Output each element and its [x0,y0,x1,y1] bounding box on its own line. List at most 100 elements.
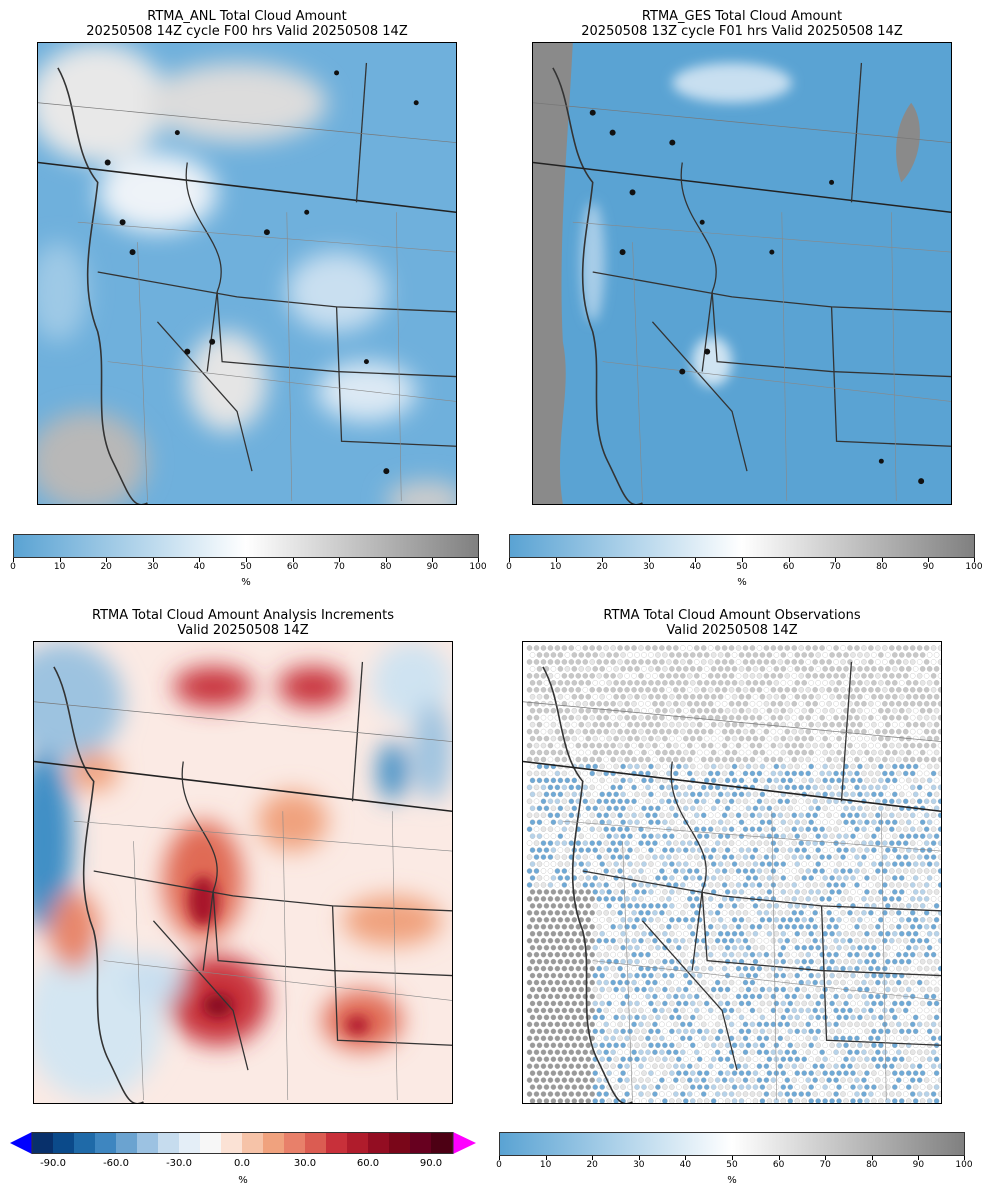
observation-dot [926,903,933,909]
observation-dot [752,986,759,993]
observation-dot [742,951,749,958]
observation-dot [798,1007,804,1014]
observation-dot [745,777,752,784]
observation-dot [606,833,612,839]
observation-dot [815,1098,821,1103]
observation-dot [735,798,742,805]
observation-dot [731,1098,738,1103]
observation-dot [728,826,735,832]
observation-dot [543,819,550,825]
observation-dot [868,1035,874,1042]
observation-dot [641,972,647,979]
observation-dot [812,798,818,805]
observation-dot [763,798,770,805]
observation-dot [822,735,828,742]
observation-dot [724,819,731,825]
observation-dot [899,986,905,993]
observation-dot [899,1056,905,1062]
observation-dot [822,777,828,784]
observation-dot [680,714,686,721]
observation-dot [652,728,658,735]
observation-dot [564,1098,571,1103]
observation-dot [627,652,633,658]
observation-dot [676,694,682,700]
observation-dot [585,1070,591,1076]
observation-dot [641,847,647,853]
observation-dot [610,728,616,735]
observation-dot [610,826,616,832]
observation-dot [794,1098,800,1103]
observation-dot [536,1098,543,1103]
observation-dot [780,1084,787,1090]
observation-dot [889,937,895,944]
observation-dot [905,819,912,825]
observation-dot [529,944,536,951]
panel2-title-line2: 20250508 13Z cycle F01 hrs Valid 2025050… [581,24,903,39]
observation-dot [557,847,564,853]
observation-dot [912,917,919,923]
observation-dot [766,1000,773,1007]
observation-dot [676,652,682,658]
observation-dot [582,756,589,763]
observation-dot [840,965,846,972]
tick-label: 0 [10,562,16,572]
observation-dot [694,798,700,805]
observation-dot [749,1035,756,1042]
observation-dot [815,763,821,770]
observation-dot [707,924,714,930]
observation-dot [652,910,658,916]
observation-dot [829,749,835,756]
observation-dot [599,986,605,993]
observation-dot [638,882,644,888]
observation-dot [937,993,941,1000]
observation-dot [850,958,856,965]
observation-dot [694,756,700,763]
observation-dot [847,896,853,902]
observation-dot [801,763,807,770]
observation-dot [868,645,874,651]
observation-dot [673,812,679,818]
observation-dot [812,910,818,916]
observation-dot [533,924,540,930]
observation-dot [854,1077,860,1083]
observation-dot [634,1070,640,1076]
observation-dot [669,1042,675,1048]
observation-dot [680,659,686,665]
observation-dot [850,819,856,825]
observation-dot [547,993,554,1000]
observation-dot [641,666,647,672]
observation-dot [735,993,742,1000]
observation-dot [613,735,619,742]
observation-dot [826,1049,832,1055]
observation-dot [840,826,846,832]
observation-dot [582,784,589,791]
observation-dot [731,847,738,853]
observation-dot [641,1000,647,1007]
observation-dot [575,840,582,846]
observation-dot [822,819,828,825]
observation-dot [794,917,800,923]
observation-dot [847,826,853,832]
observation-dot [731,707,738,714]
observation-dot [878,666,884,672]
observation-dot [717,1000,724,1007]
observation-dot [896,840,902,846]
observation-dot [728,854,735,860]
observation-dot [889,826,895,832]
observation-dot [561,812,568,818]
observation-dot [540,979,547,986]
observation-dot [641,707,647,714]
observation-dot [861,896,867,902]
observation-dot [756,1035,763,1042]
observation-dot [889,798,895,805]
observation-dot [721,645,728,651]
observation-dot [578,1056,585,1062]
observation-dot [903,882,909,888]
observation-dot [557,1070,564,1076]
observation-dot [871,833,877,839]
observation-dot [696,1056,703,1062]
observation-dot [770,993,777,1000]
observation-dot [889,742,895,749]
observation-dot [875,937,881,944]
tick-label: 70 [333,562,345,572]
